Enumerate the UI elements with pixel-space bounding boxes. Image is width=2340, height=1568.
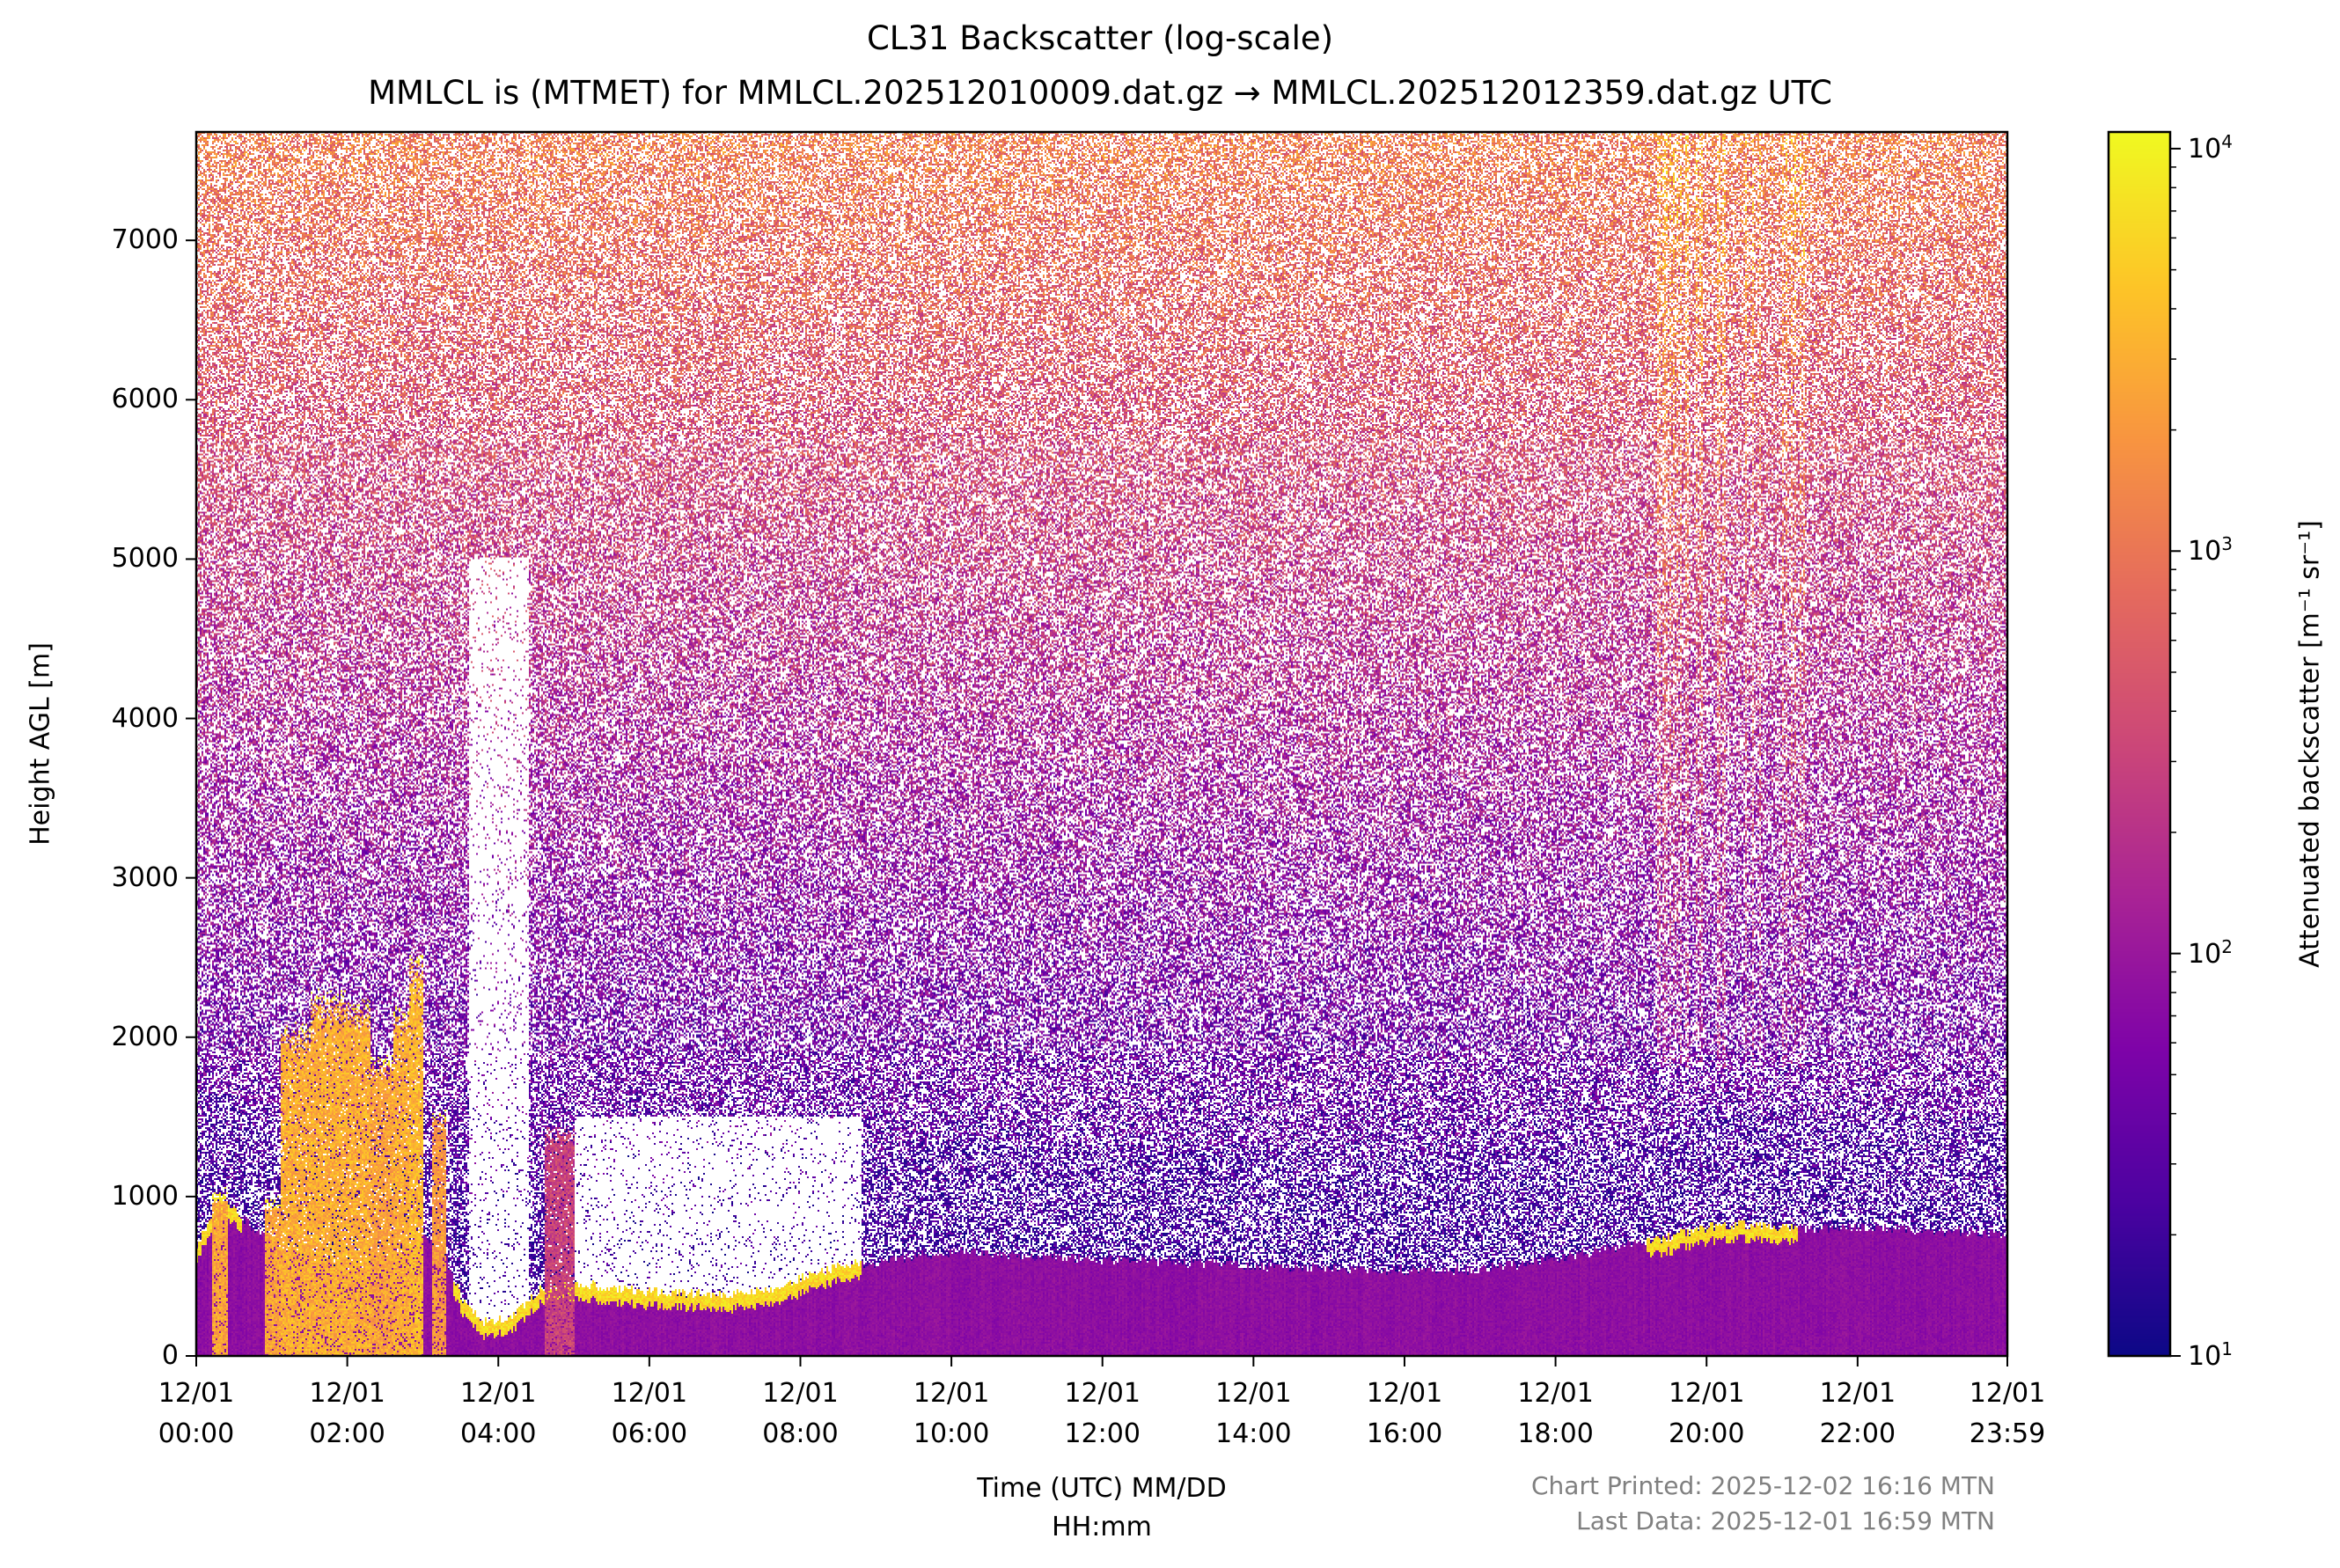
colorbar-frame (2107, 130, 2172, 1358)
x-tick-label-time: 14:00 (1215, 1418, 1292, 1449)
x-axis-label: Time (UTC) MM/DD (977, 1473, 1227, 1504)
y-tick-label: 5000 (111, 543, 179, 575)
x-tick-label-time: 08:00 (762, 1418, 839, 1449)
x-tick-label-time: 02:00 (309, 1418, 385, 1449)
colorbar-gradient (2109, 132, 2170, 1356)
x-tick-label-time: 06:00 (611, 1418, 688, 1449)
x-tick-label-date: 12/01 (1819, 1378, 1896, 1409)
y-tick-label: 1000 (111, 1180, 179, 1212)
x-tick-label-date: 12/01 (1668, 1378, 1745, 1409)
x-axis-label-line2: HH:mm (1052, 1512, 1152, 1542)
x-tick-label-time: 22:00 (1819, 1418, 1896, 1449)
x-tick-label-time: 12:00 (1064, 1418, 1141, 1449)
y-tick-label: 2000 (111, 1021, 179, 1052)
colorbar-tick-exponent: 3 (2221, 533, 2233, 555)
x-tick-label-date: 12/01 (158, 1378, 235, 1409)
x-tick-label-date: 12/01 (1064, 1378, 1141, 1409)
x-tick-label-date: 12/01 (309, 1378, 385, 1409)
y-tick-label: 6000 (111, 384, 179, 415)
x-tick-label-date: 12/01 (913, 1378, 990, 1409)
colorbar-tick-base: 10 (2188, 536, 2222, 568)
plot-frame (194, 130, 2009, 1358)
y-tick-label: 0 (161, 1340, 179, 1371)
colorbar-tick-label: 104 (2188, 131, 2233, 165)
x-tick-label-date: 12/01 (1969, 1378, 2046, 1409)
last-data-note: Last Data: 2025-12-01 16:59 MTN (1576, 1506, 1995, 1535)
colorbar-tick-exponent: 1 (2221, 1338, 2233, 1359)
x-tick-label-time: 16:00 (1366, 1418, 1443, 1449)
colorbar-tick-base: 10 (2188, 1341, 2222, 1372)
x-tick-label-date: 12/01 (1215, 1378, 1292, 1409)
backscatter-heatmap (196, 132, 2007, 1356)
colorbar-tick-base: 10 (2188, 133, 2222, 165)
x-tick-label-date: 12/01 (460, 1378, 537, 1409)
chart-subtitle: MMLCL is (MTMET) for MMLCL.202512010009.… (368, 74, 1832, 112)
colorbar-tick-label: 103 (2188, 533, 2233, 567)
x-tick-label-date: 12/01 (1366, 1378, 1443, 1409)
colorbar-tick-label: 102 (2188, 936, 2233, 970)
x-tick-label-date: 12/01 (611, 1378, 688, 1409)
x-tick-label-time: 00:00 (158, 1418, 235, 1449)
x-tick-label-date: 12/01 (1517, 1378, 1594, 1409)
y-axis-label: Height AGL [m] (25, 642, 56, 846)
colorbar-tick-base: 10 (2188, 938, 2222, 970)
colorbar-tick-exponent: 2 (2221, 935, 2233, 957)
x-tick-label-time: 10:00 (913, 1418, 990, 1449)
x-tick-label-time: 23:59 (1969, 1418, 2046, 1449)
x-tick-label-time: 20:00 (1668, 1418, 1745, 1449)
chart-printed-note: Chart Printed: 2025-12-02 16:16 MTN (1530, 1471, 1995, 1500)
colorbar-tick-label: 101 (2188, 1338, 2233, 1372)
x-tick-label-time: 04:00 (460, 1418, 537, 1449)
colorbar-label: Attenuated backscatter [m⁻¹ sr⁻¹] (2294, 520, 2326, 968)
x-tick-label-date: 12/01 (762, 1378, 839, 1409)
colorbar-tick-exponent: 4 (2221, 130, 2233, 152)
chart-title: CL31 Backscatter (log-scale) (866, 19, 1334, 57)
y-tick-label: 3000 (111, 861, 179, 893)
x-tick-label-time: 18:00 (1517, 1418, 1594, 1449)
y-tick-label: 4000 (111, 702, 179, 734)
y-tick-label: 7000 (111, 224, 179, 256)
